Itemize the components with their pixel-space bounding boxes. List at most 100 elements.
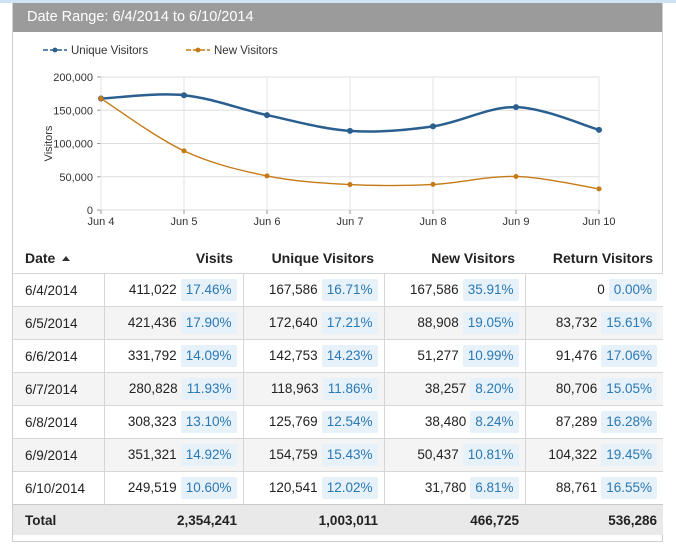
total-visits: 2,354,241 bbox=[104, 504, 243, 535]
unique-visitors-percent-badge: 14.23% bbox=[321, 345, 378, 367]
column-header-unique-visitors[interactable]: Unique Visitors bbox=[271, 250, 374, 266]
unique-visitors-point bbox=[513, 104, 519, 111]
new-visitors-cell: 167,586 35.91% bbox=[383, 273, 525, 307]
new-visitors-cell: 51,277 10.99% bbox=[383, 339, 525, 373]
return-visitors-cell: 0 0.00% bbox=[524, 273, 663, 307]
unique-visitors-cell: 120,541 12.02% bbox=[242, 471, 384, 505]
x-tick-label: Jun 9 bbox=[503, 216, 530, 228]
return-visitors-percent-badge: 15.61% bbox=[601, 312, 657, 334]
new-visitors-point bbox=[264, 173, 270, 179]
return-visitors-value: 0 bbox=[597, 282, 605, 297]
table-header-row: Date Visits Unique Visitors New Visitors… bbox=[13, 243, 663, 274]
return-visitors-percent-badge: 16.28% bbox=[601, 411, 657, 433]
return-visitors-percent-badge: 17.06% bbox=[601, 345, 657, 367]
new-visitors-value: 51,277 bbox=[417, 348, 459, 363]
return-visitors-value: 80,706 bbox=[555, 381, 598, 396]
row-date: 6/6/2014 bbox=[13, 339, 104, 373]
row-date: 6/5/2014 bbox=[13, 306, 104, 340]
y-axis-label: Visitors bbox=[43, 125, 55, 161]
new-visitors-percent-badge: 8.24% bbox=[470, 411, 519, 433]
y-tick-label: 200,000 bbox=[53, 72, 93, 84]
new-visitors-point bbox=[513, 173, 519, 179]
unique-visitors-value: 154,759 bbox=[268, 447, 318, 462]
visits-percent-badge: 13.10% bbox=[180, 411, 237, 433]
unique-visitors-point bbox=[430, 123, 436, 130]
visits-value: 351,321 bbox=[127, 447, 177, 462]
column-header-new-visitors[interactable]: New Visitors bbox=[431, 250, 515, 266]
total-unique-visitors: 1,003,011 bbox=[243, 504, 384, 535]
return-visitors-cell: 88,761 16.55% bbox=[524, 471, 663, 505]
new-visitors-cell: 50,437 10.81% bbox=[383, 438, 525, 472]
visits-cell: 351,321 14.92% bbox=[103, 438, 243, 472]
visitors-line-chart: 0 50,000 100,000 150,000 200,000 Jun 4 Jun 5 Ju… bbox=[43, 45, 616, 228]
visits-cell: 308,323 13.10% bbox=[103, 405, 243, 439]
new-visitors-cell: 31,780 6.81% bbox=[383, 471, 525, 505]
unique-visitors-legend-marker bbox=[52, 47, 58, 53]
unique-visitors-percent-badge: 17.21% bbox=[321, 312, 378, 334]
table-row: 6/10/2014 249,519 10.60% 120,541 12.02% 31… bbox=[13, 471, 663, 505]
unique-visitors-value: 167,586 bbox=[268, 282, 318, 297]
visitors-table: Date Visits Unique Visitors New Visitors… bbox=[13, 243, 663, 535]
return-visitors-cell: 83,732 15.61% bbox=[524, 306, 663, 340]
unique-visitors-point bbox=[347, 127, 353, 134]
column-header-return-visitors[interactable]: Return Visitors bbox=[552, 250, 653, 266]
new-visitors-legend-label: New Visitors bbox=[214, 45, 278, 57]
new-visitors-cell: 38,480 8.24% bbox=[383, 405, 525, 439]
unique-visitors-cell: 118,963 11.86% bbox=[242, 372, 384, 406]
date-range-title: Date Range: 6/4/2014 to 6/10/2014 bbox=[27, 9, 254, 25]
unique-visitors-percent-badge: 15.43% bbox=[321, 444, 378, 466]
unique-visitors-point bbox=[596, 126, 602, 133]
visits-percent-badge: 17.46% bbox=[180, 279, 237, 301]
x-tick-label: Jun 4 bbox=[88, 216, 115, 228]
row-date: 6/7/2014 bbox=[13, 372, 104, 406]
new-visitors-value: 38,480 bbox=[424, 414, 467, 429]
return-visitors-value: 88,761 bbox=[555, 480, 598, 495]
row-date: 6/9/2014 bbox=[13, 438, 104, 472]
visits-value: 421,436 bbox=[127, 315, 177, 330]
row-date: 6/4/2014 bbox=[13, 273, 104, 307]
column-header-date[interactable]: Date bbox=[13, 243, 104, 274]
x-tick-label: Jun 6 bbox=[254, 216, 281, 228]
new-visitors-cell: 38,257 8.20% bbox=[383, 372, 525, 406]
new-visitors-point bbox=[430, 181, 436, 187]
unique-visitors-cell: 154,759 15.43% bbox=[242, 438, 384, 472]
unique-visitors-cell: 125,769 12.54% bbox=[242, 405, 384, 439]
unique-visitors-percent-badge: 11.86% bbox=[322, 378, 378, 400]
return-visitors-value: 104,322 bbox=[548, 447, 598, 462]
visits-value: 331,792 bbox=[127, 348, 177, 363]
new-visitors-point bbox=[596, 186, 602, 192]
return-visitors-percent-badge: 16.55% bbox=[601, 477, 657, 499]
sort-ascending-icon bbox=[62, 256, 71, 261]
new-visitors-value: 88,908 bbox=[417, 315, 459, 330]
visits-cell: 421,436 17.90% bbox=[103, 306, 243, 340]
return-visitors-cell: 80,706 15.05% bbox=[524, 372, 663, 406]
unique-visitors-point bbox=[264, 112, 270, 119]
return-visitors-value: 83,732 bbox=[555, 315, 598, 330]
new-visitors-value: 38,257 bbox=[424, 381, 467, 396]
return-visitors-cell: 91,476 17.06% bbox=[524, 339, 663, 373]
column-header-visits[interactable]: Visits bbox=[195, 250, 233, 266]
return-visitors-value: 87,289 bbox=[555, 414, 598, 429]
table-row: 6/5/2014 421,436 17.90% 172,640 17.21% 88,… bbox=[13, 306, 663, 340]
new-visitors-value: 167,586 bbox=[409, 282, 459, 297]
x-tick-label: Jun 5 bbox=[171, 216, 198, 228]
table-row: 6/7/2014 280,828 11.93% 118,963 11.86% 38,… bbox=[13, 372, 663, 406]
unique-visitors-percent-badge: 16.71% bbox=[321, 279, 378, 301]
visits-percent-badge: 14.92% bbox=[180, 444, 237, 466]
total-label: Total bbox=[13, 504, 104, 535]
unique-visitors-point bbox=[181, 92, 187, 99]
new-visitors-percent-badge: 6.81% bbox=[470, 477, 519, 499]
y-tick-label: 0 bbox=[87, 205, 93, 217]
return-visitors-cell: 87,289 16.28% bbox=[524, 405, 663, 439]
table-row: 6/4/2014 411,022 17.46% 167,586 16.71% 167… bbox=[13, 273, 663, 307]
new-visitors-cell: 88,908 19.05% bbox=[383, 306, 525, 340]
panel-header: Date Range: 6/4/2014 to 6/10/2014 bbox=[13, 3, 662, 32]
unique-visitors-value: 120,541 bbox=[268, 480, 318, 495]
unique-visitors-cell: 172,640 17.21% bbox=[242, 306, 384, 340]
new-visitors-percent-badge: 10.81% bbox=[462, 444, 519, 466]
total-new-visitors: 466,725 bbox=[384, 504, 525, 535]
new-visitors-point bbox=[347, 182, 353, 188]
new-visitors-value: 50,437 bbox=[417, 447, 459, 462]
visits-value: 280,828 bbox=[128, 381, 178, 396]
row-date: 6/10/2014 bbox=[13, 471, 104, 505]
